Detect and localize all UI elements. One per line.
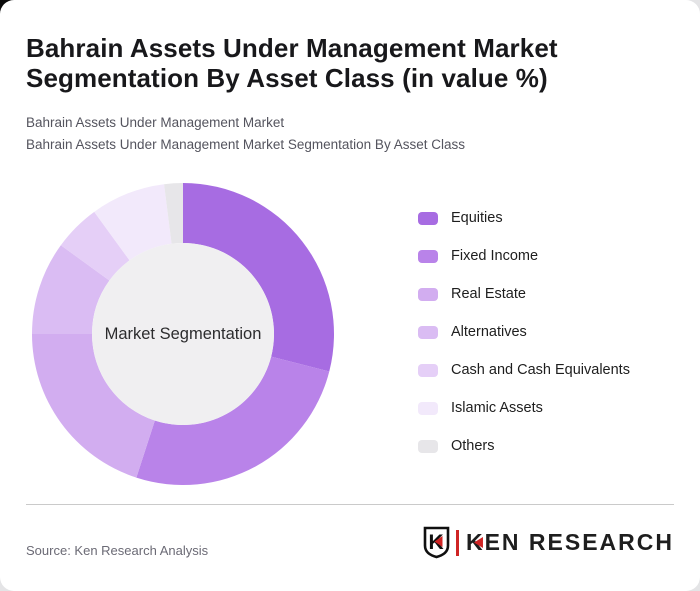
donut-slice-cash-and-cash-equivalents[interactable] bbox=[60, 211, 130, 281]
donut-slice-islamic-assets[interactable] bbox=[94, 184, 172, 261]
legend-label: Alternatives bbox=[451, 324, 527, 340]
legend-item-equities[interactable]: Equities bbox=[418, 211, 630, 226]
chart-legend: Equities Fixed Income Real Estate Alternati… bbox=[418, 211, 630, 454]
legend-item-fixed-income[interactable]: Fixed Income bbox=[418, 249, 630, 264]
legend-item-islamic-assets[interactable]: Islamic Assets bbox=[418, 401, 630, 416]
logo-separator-bar bbox=[455, 529, 459, 556]
donut-slice-alternatives[interactable] bbox=[32, 245, 110, 334]
donut-slice-others[interactable] bbox=[164, 183, 183, 244]
chart-subtitle-line1: Bahrain Assets Under Management Market bbox=[26, 115, 285, 130]
legend-swatch-others bbox=[418, 440, 438, 453]
donut-slice-equities[interactable] bbox=[183, 183, 335, 372]
legend-label: Islamic Assets bbox=[451, 400, 543, 416]
donut-slice-fixed-income[interactable] bbox=[136, 356, 330, 486]
legend-item-others[interactable]: Others bbox=[418, 439, 630, 454]
legend-item-cash-and-cash-equivalents[interactable]: Cash and Cash Equivalents bbox=[418, 363, 630, 378]
donut-chart bbox=[32, 183, 335, 486]
legend-label: Cash and Cash Equivalents bbox=[451, 362, 630, 378]
chart-subtitle-line2: Bahrain Assets Under Management Market S… bbox=[26, 137, 465, 152]
legend-label: Others bbox=[451, 438, 495, 454]
legend-label: Real Estate bbox=[451, 286, 526, 302]
legend-item-real-estate[interactable]: Real Estate bbox=[418, 287, 630, 302]
footer-divider bbox=[26, 504, 674, 505]
donut-center-label: Market Segmentation bbox=[104, 325, 262, 343]
ken-research-shield-icon: K bbox=[423, 526, 450, 559]
legend-swatch-islamic-assets bbox=[418, 402, 438, 415]
legend-label: Fixed Income bbox=[451, 248, 539, 264]
legend-item-alternatives[interactable]: Alternatives bbox=[418, 325, 630, 340]
legend-swatch-cash-and-cash-equivalents bbox=[418, 364, 438, 377]
logo-wordmark: KEN RESEARCH bbox=[466, 526, 674, 559]
shield-red-triangle-icon bbox=[434, 536, 443, 547]
page-title-line1: Bahrain Assets Under Management Market bbox=[26, 33, 558, 63]
source-note: Source: Ken Research Analysis bbox=[26, 543, 209, 558]
donut-slice-real-estate[interactable] bbox=[32, 334, 155, 478]
page-title: Bahrain Assets Under Management Market S… bbox=[26, 33, 558, 93]
page-title-line2: Segmentation By Asset Class (in value %) bbox=[26, 63, 548, 93]
logo-wordmark-text: KEN RESEARCH bbox=[465, 529, 674, 555]
chart-subtitle: Bahrain Assets Under Management Market B… bbox=[26, 112, 465, 156]
logo-red-triangle-icon bbox=[473, 537, 483, 548]
ken-research-logo: K KEN RESEARCH bbox=[423, 526, 674, 559]
donut-center-disc bbox=[92, 243, 274, 425]
legend-swatch-alternatives bbox=[418, 326, 438, 339]
legend-swatch-equities bbox=[418, 212, 438, 225]
legend-label: Equities bbox=[451, 210, 503, 226]
legend-swatch-fixed-income bbox=[418, 250, 438, 263]
legend-swatch-real-estate bbox=[418, 288, 438, 301]
